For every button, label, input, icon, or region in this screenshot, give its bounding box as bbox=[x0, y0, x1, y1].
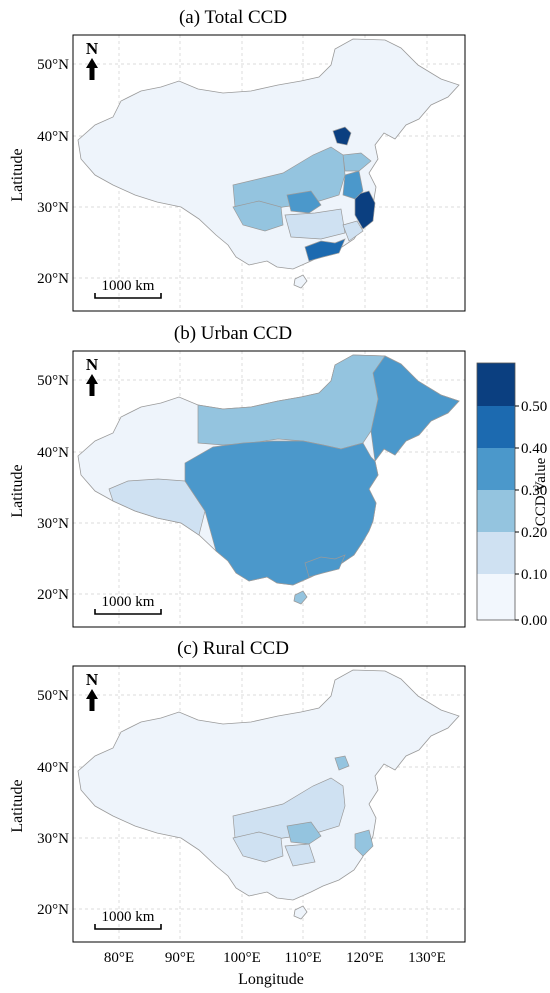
y-tick: 20°N bbox=[37, 902, 69, 918]
scale-bar: 1000 km bbox=[94, 594, 162, 615]
panel-a-frame bbox=[72, 34, 466, 312]
hainan bbox=[293, 274, 308, 289]
y-tick: 20°N bbox=[37, 587, 69, 603]
china-outline bbox=[77, 38, 460, 270]
colorbar-tick: 0.40 bbox=[521, 441, 547, 457]
x-tick: 120°E bbox=[346, 950, 384, 966]
colorbar: 0.50 0.40 0.30 0.20 0.10 0.00 CCD Value bbox=[476, 362, 549, 629]
colorbar-tick: 0.50 bbox=[521, 399, 547, 415]
colorbar-tick: 0.00 bbox=[521, 613, 547, 629]
colorbar-bin bbox=[477, 490, 515, 532]
panel-b-title: (b) Urban CCD bbox=[174, 323, 292, 344]
x-axis-label: Longitude bbox=[238, 971, 304, 988]
north-label: N bbox=[86, 355, 99, 374]
panel-a-map: N 1000 km bbox=[72, 34, 466, 312]
panel-c-xaxis: 80°E 90°E 100°E 110°E 120°E 130°E Longit… bbox=[104, 950, 446, 988]
hainan bbox=[293, 590, 308, 605]
colorbar-bin bbox=[477, 448, 515, 490]
north-arrow-icon bbox=[86, 58, 98, 80]
region-zhejiang bbox=[354, 829, 374, 857]
region-north-belt bbox=[197, 354, 386, 450]
region-hubei bbox=[286, 821, 322, 845]
scale-bar: 1000 km bbox=[94, 909, 162, 930]
y-tick: 30°N bbox=[37, 200, 69, 216]
panel-c-yaxis: 50°N 40°N 30°N 20°N Latitude bbox=[9, 688, 69, 918]
y-tick: 30°N bbox=[37, 831, 69, 847]
china-outline bbox=[77, 669, 460, 901]
x-tick: 110°E bbox=[284, 950, 321, 966]
scale-label: 1000 km bbox=[102, 909, 155, 925]
north-arrow: N bbox=[86, 39, 99, 80]
region-beijing-tianjin bbox=[332, 126, 352, 146]
region-hunan-jiangxi bbox=[284, 208, 346, 240]
region-sichuan bbox=[232, 831, 284, 863]
panel-a-regions bbox=[232, 126, 376, 262]
panel-b-regions bbox=[108, 354, 460, 586]
north-arrow-icon bbox=[86, 374, 98, 396]
colorbar-title: CCD Value bbox=[533, 457, 549, 526]
north-arrow: N bbox=[86, 670, 99, 711]
colorbar-tick: 0.20 bbox=[521, 525, 547, 541]
colorbar-frame bbox=[476, 362, 516, 621]
region-central-east bbox=[184, 440, 379, 586]
north-label: N bbox=[86, 39, 99, 58]
y-axis-label: Latitude bbox=[9, 148, 26, 201]
x-tick: 90°E bbox=[165, 950, 195, 966]
hainan bbox=[293, 905, 308, 920]
colorbar-tick: 0.30 bbox=[521, 483, 547, 499]
region-hunan bbox=[284, 843, 316, 867]
y-tick: 50°N bbox=[37, 57, 69, 73]
x-tick: 100°E bbox=[223, 950, 261, 966]
panel-b-map: N 1000 km bbox=[72, 350, 466, 628]
colorbar-bin bbox=[477, 363, 515, 406]
y-tick: 40°N bbox=[37, 445, 69, 461]
y-tick: 30°N bbox=[37, 516, 69, 532]
region-fujian bbox=[342, 220, 364, 242]
colorbar-tick: 0.10 bbox=[521, 567, 547, 583]
y-axis-label: Latitude bbox=[9, 779, 26, 832]
y-axis-label: Latitude bbox=[9, 464, 26, 517]
y-tick: 40°N bbox=[37, 760, 69, 776]
region-guangdong bbox=[304, 238, 346, 262]
panel-c-map: N 1000 km bbox=[72, 665, 466, 943]
region-heilongjiang bbox=[370, 355, 460, 462]
y-tick: 40°N bbox=[37, 129, 69, 145]
region-guangdong bbox=[304, 554, 346, 578]
region-anhui bbox=[342, 170, 364, 200]
region-beijing bbox=[334, 755, 350, 771]
north-arrow: N bbox=[86, 355, 99, 396]
panel-a-yaxis: 50°N 40°N 30°N 20°N Latitude bbox=[9, 57, 69, 287]
y-tick: 50°N bbox=[37, 688, 69, 704]
panel-c-title: (c) Rural CCD bbox=[177, 638, 289, 659]
colorbar-bin bbox=[477, 574, 515, 620]
scale-label: 1000 km bbox=[102, 278, 155, 294]
panel-b-frame bbox=[72, 350, 466, 628]
x-tick: 80°E bbox=[104, 950, 134, 966]
panel-c-frame bbox=[72, 665, 466, 943]
colorbar-bin bbox=[477, 532, 515, 574]
colorbar-bin bbox=[477, 406, 515, 448]
y-tick: 50°N bbox=[37, 373, 69, 389]
panel-a-title: (a) Total CCD bbox=[179, 7, 287, 28]
region-shanghai-jiangsu-zhejiang bbox=[354, 190, 376, 230]
scale-label: 1000 km bbox=[102, 594, 155, 610]
north-label: N bbox=[86, 670, 99, 689]
y-tick: 20°N bbox=[37, 271, 69, 287]
region-hubei-chongqing bbox=[286, 190, 322, 214]
region-sichuan bbox=[232, 200, 284, 232]
scale-bar: 1000 km bbox=[94, 278, 162, 299]
x-tick: 130°E bbox=[408, 950, 446, 966]
north-arrow-icon bbox=[86, 689, 98, 711]
panel-c-regions bbox=[232, 755, 374, 867]
panel-b-yaxis: 50°N 40°N 30°N 20°N Latitude bbox=[9, 373, 69, 603]
